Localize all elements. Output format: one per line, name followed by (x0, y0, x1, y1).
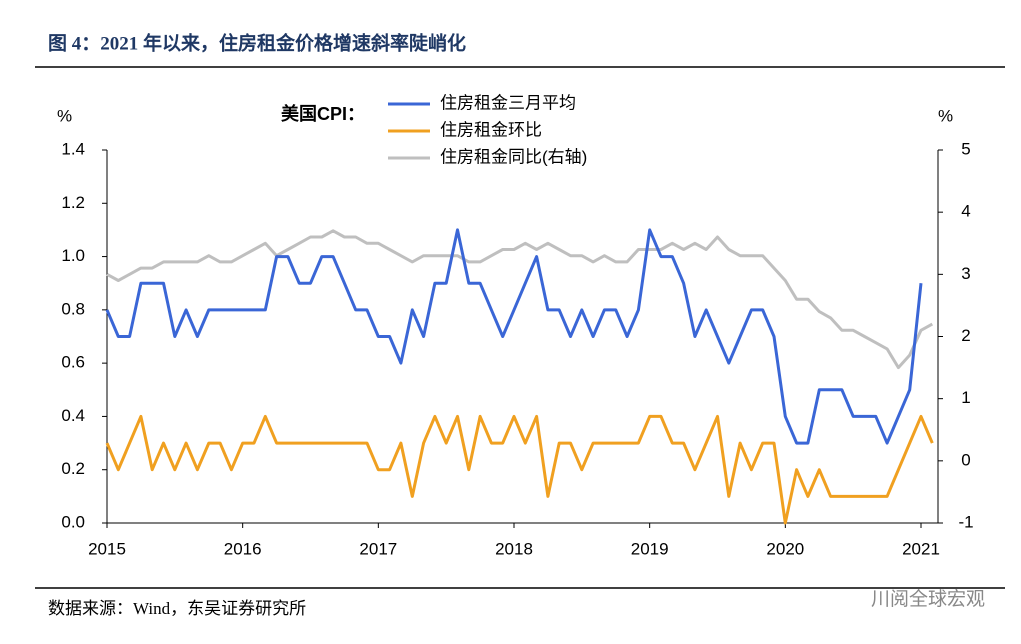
y2-tick-label: 1 (961, 388, 970, 407)
y-tick-label: 0.0 (61, 512, 85, 531)
y-tick-label: 0.2 (61, 459, 85, 478)
x-tick-label: 2019 (631, 539, 669, 558)
x-tick-label: 2016 (224, 539, 262, 558)
legend-label: 住房租金三月平均 (440, 93, 576, 112)
y-tick-label: 1.2 (61, 193, 85, 212)
y2-tick-label: 5 (961, 139, 970, 158)
y-tick-label: 0.8 (61, 299, 85, 318)
chart-title: 图 4：2021 年以来，住房租金价格增速斜率陡峭化 (48, 31, 466, 54)
y2-tick-label: 2 (961, 326, 970, 345)
y2-tick-label: -1 (958, 512, 973, 531)
series-line (106, 229, 934, 370)
legend-label: 住房租金环比 (440, 120, 542, 139)
x-tick-label: 2017 (359, 539, 397, 558)
source-note: 数据来源：Wind，东吴证券研究所 (48, 599, 306, 618)
y2-tick-label: 0 (961, 450, 970, 469)
x-tick-label: 2018 (495, 539, 533, 558)
x-tick-label: 2020 (766, 539, 804, 558)
legend-title: 美国CPI： (281, 103, 365, 124)
y2-unit: % (938, 106, 953, 125)
series-line (105, 228, 923, 445)
x-tick-label: 2015 (88, 539, 126, 558)
y2-tick-label: 4 (961, 202, 970, 221)
y-tick-label: 0.4 (61, 406, 85, 425)
watermark: 川阅全球宏观 (871, 588, 985, 610)
series-line (105, 414, 934, 525)
y-tick-label: 1.0 (61, 246, 85, 265)
y-tick-label: 1.4 (61, 139, 85, 158)
y2-tick-label: 3 (961, 264, 970, 283)
legend-label: 住房租金同比(右轴) (440, 147, 587, 166)
x-tick-label: 2021 (902, 539, 940, 558)
y-tick-label: 0.6 (61, 353, 85, 372)
y-unit: % (57, 106, 72, 125)
